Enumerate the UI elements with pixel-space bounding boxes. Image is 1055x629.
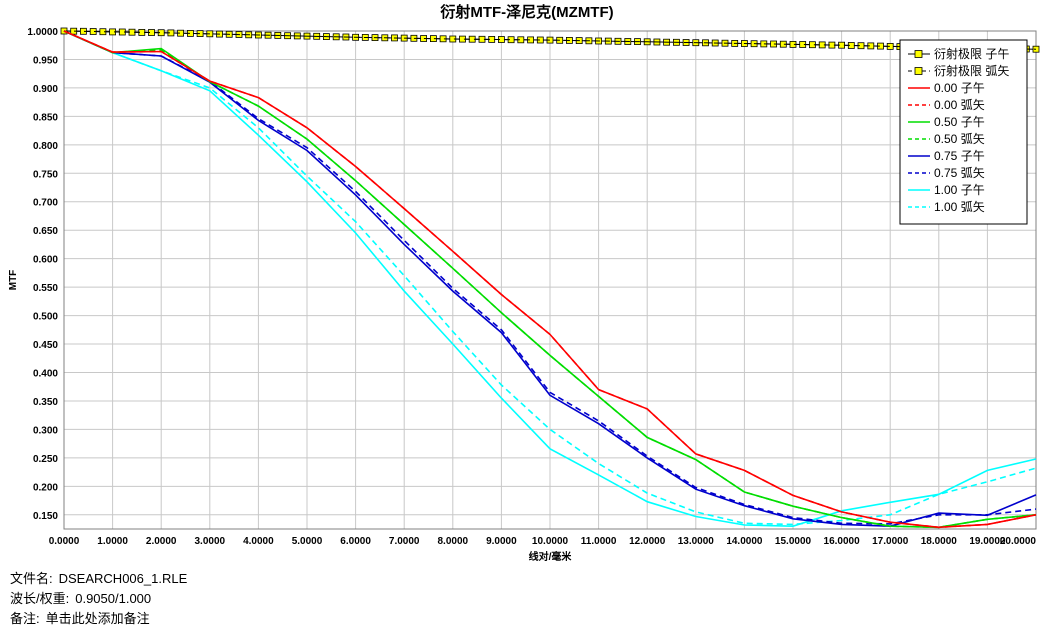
y-tick-label: 1.0000 (27, 27, 58, 38)
y-axis-ticks: 0.150 0.200 0.250 0.300 0.350 0.400 0.450 0.500… (27, 27, 58, 522)
legend-label: 0.00 子午 (934, 81, 985, 95)
chart-title: 衍射MTF-泽尼克(MZMTF) (439, 3, 613, 21)
y-tick-label: 0.950 (33, 55, 58, 66)
series-line (63, 30, 1037, 529)
series-line (63, 30, 1037, 525)
series-line (63, 30, 1037, 528)
x-tick-label: 1.0000 (97, 536, 128, 547)
y-tick-label: 0.350 (33, 397, 58, 408)
y-tick-label: 0.800 (33, 141, 58, 152)
x-tick-label: 10.0000 (532, 536, 569, 547)
x-tick-label: 8.0000 (438, 536, 469, 547)
x-tick-label: 18.0000 (921, 536, 958, 547)
x-tick-label: 17.0000 (872, 536, 909, 547)
y-tick-label: 0.600 (33, 255, 58, 266)
note-value[interactable]: 单击此处添加备注 (45, 611, 150, 626)
legend-label: 1.00 弧矢 (934, 200, 985, 214)
wave-value: 0.9050/1.000 (75, 591, 152, 606)
note-label: 备注: (10, 611, 40, 626)
x-tick-label: 16.0000 (824, 536, 861, 547)
y-tick-label: 0.650 (33, 226, 58, 237)
wave-label: 波长/权重: (10, 591, 70, 606)
y-tick-label: 0.750 (33, 169, 58, 180)
y-tick-label: 0.850 (33, 112, 58, 123)
y-tick-label: 0.400 (33, 368, 58, 379)
y-tick-label: 0.700 (33, 198, 58, 209)
x-axis-ticks: 0.0000 1.0000 2.0000 3.0000 4.0000 5.0000 6.00… (49, 536, 1037, 547)
x-tick-label: 4.0000 (243, 536, 274, 547)
x-tick-label: 6.0000 (340, 536, 371, 547)
x-tick-label: 0.0000 (49, 536, 80, 547)
series-line (63, 30, 1037, 528)
legend-label: 衍射极限 子午 (934, 46, 1009, 61)
plot-frame (63, 30, 1037, 530)
series-line (63, 30, 1037, 50)
legend-label: 0.50 子午 (934, 115, 985, 129)
x-axis-label: 线对/毫米 (529, 550, 573, 563)
y-tick-label: 0.900 (33, 84, 58, 95)
legend-marker (914, 67, 923, 75)
legend-label: 0.75 子午 (934, 149, 985, 163)
x-tick-label: 2.0000 (146, 536, 177, 547)
series-group (60, 27, 1040, 529)
legend-label: 0.00 弧矢 (934, 98, 985, 112)
y-tick-label: 0.250 (33, 454, 58, 465)
file-row: 文件名: DSEARCH006_1.RLE (10, 569, 193, 589)
x-tick-label: 15.0000 (775, 536, 812, 547)
y-tick-label: 0.550 (33, 283, 58, 294)
x-tick-label: 5.0000 (292, 536, 323, 547)
note-row[interactable]: 备注: 单击此处添加备注 (10, 609, 193, 629)
file-label: 文件名: (10, 571, 53, 586)
x-tick-label: 14.0000 (726, 536, 763, 547)
legend-marker (914, 50, 923, 58)
x-tick-label: 13.0000 (678, 536, 715, 547)
legend-label: 1.00 子午 (934, 183, 985, 197)
x-tick-label: 3.0000 (195, 536, 226, 547)
y-tick-label: 0.450 (33, 340, 58, 351)
x-tick-label: 19.0000 (969, 536, 1006, 547)
x-tick-label: 9.0000 (486, 536, 517, 547)
x-tick-label: 11.0000 (581, 536, 617, 547)
x-tick-label: 12.0000 (629, 536, 666, 547)
info-panel: 文件名: DSEARCH006_1.RLE 波长/权重: 0.9050/1.000 … (10, 569, 193, 629)
y-tick-label: 0.500 (33, 312, 58, 323)
file-value: DSEARCH006_1.RLE (58, 571, 188, 586)
y-tick-label: 0.200 (33, 482, 58, 493)
wave-row: 波长/权重: 0.9050/1.000 (10, 589, 193, 609)
legend-label: 0.75 弧矢 (934, 166, 985, 180)
y-axis-label: MTF (8, 270, 19, 291)
x-tick-label: 20.0000 (1000, 536, 1037, 547)
series-line (63, 30, 1037, 529)
grid (63, 30, 1037, 529)
y-tick-label: 0.150 (33, 511, 58, 522)
y-tick-label: 0.300 (33, 425, 58, 436)
legend-label: 衍射极限 弧矢 (934, 63, 1009, 78)
x-tick-label: 7.0000 (389, 536, 420, 547)
legend-label: 0.50 弧矢 (934, 132, 985, 146)
